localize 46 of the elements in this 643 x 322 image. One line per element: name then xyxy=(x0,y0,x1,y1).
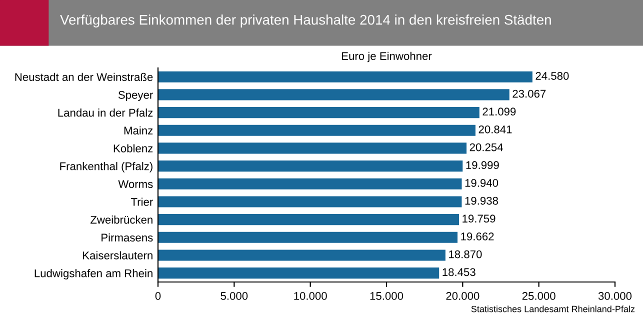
bar xyxy=(158,268,440,279)
data-label: 23.067 xyxy=(512,90,546,98)
data-label: 18.870 xyxy=(449,250,482,258)
data-label: 18.453 xyxy=(442,268,476,276)
bar xyxy=(158,250,446,261)
bar xyxy=(158,107,480,118)
y-tick-label: Pirmasens xyxy=(102,233,153,242)
x-tick-label: 15.000 xyxy=(370,292,404,300)
y-tick-label: Worms xyxy=(118,180,153,188)
data-label: 20.841 xyxy=(478,125,512,134)
y-tick-label: Ludwigshafen am Rhein xyxy=(34,269,152,280)
data-label: 20.254 xyxy=(470,143,503,152)
y-tick-label: Landau in der Pfalz xyxy=(58,108,153,117)
y-tick-label: Trier xyxy=(130,198,153,206)
data-label: 19.938 xyxy=(465,196,498,205)
data-label: 24.580 xyxy=(536,72,569,80)
x-tick-label: 10.000 xyxy=(294,292,327,300)
y-tick-label: Frankenthal (Pfalz) xyxy=(60,162,152,172)
bar xyxy=(158,196,462,208)
chart-subtitle: Euro je Einwohner xyxy=(342,52,432,62)
x-tick-label: 30.000 xyxy=(598,292,632,300)
data-label: 19.662 xyxy=(461,232,494,240)
chart-title: Verfügbares Einkommen der privaten Haushalte 2014 in den kreisfreien Städten xyxy=(60,14,551,28)
data-label: 19.759 xyxy=(462,214,496,223)
bar xyxy=(158,71,532,82)
bar xyxy=(158,89,510,100)
x-tick-label: 0 xyxy=(155,292,161,300)
bar xyxy=(158,214,459,226)
y-tick-label: Zweibrücken xyxy=(90,216,152,224)
bar xyxy=(158,142,467,154)
bar xyxy=(158,178,462,190)
y-tick-label: Koblenz xyxy=(114,144,153,152)
text: Statistisches Landesamt Rheinland-Pfalz xyxy=(471,306,635,312)
y-tick-label: Mainz xyxy=(124,126,153,135)
data-label: 19.940 xyxy=(465,179,498,187)
bar xyxy=(158,232,458,243)
bar xyxy=(158,124,476,136)
x-tick-label: 5.000 xyxy=(220,292,248,300)
y-tick-label: Neustadt an der Weinstraße xyxy=(15,72,153,81)
y-tick-label: Kaiserslautern xyxy=(83,251,152,260)
y-tick-label: Speyer xyxy=(118,90,153,102)
bar xyxy=(158,160,463,172)
x-tick-label: 25.000 xyxy=(522,292,556,300)
data-label: 21.099 xyxy=(482,108,516,116)
data-label: 19.999 xyxy=(466,161,499,170)
x-tick-label: 20.000 xyxy=(446,292,480,300)
